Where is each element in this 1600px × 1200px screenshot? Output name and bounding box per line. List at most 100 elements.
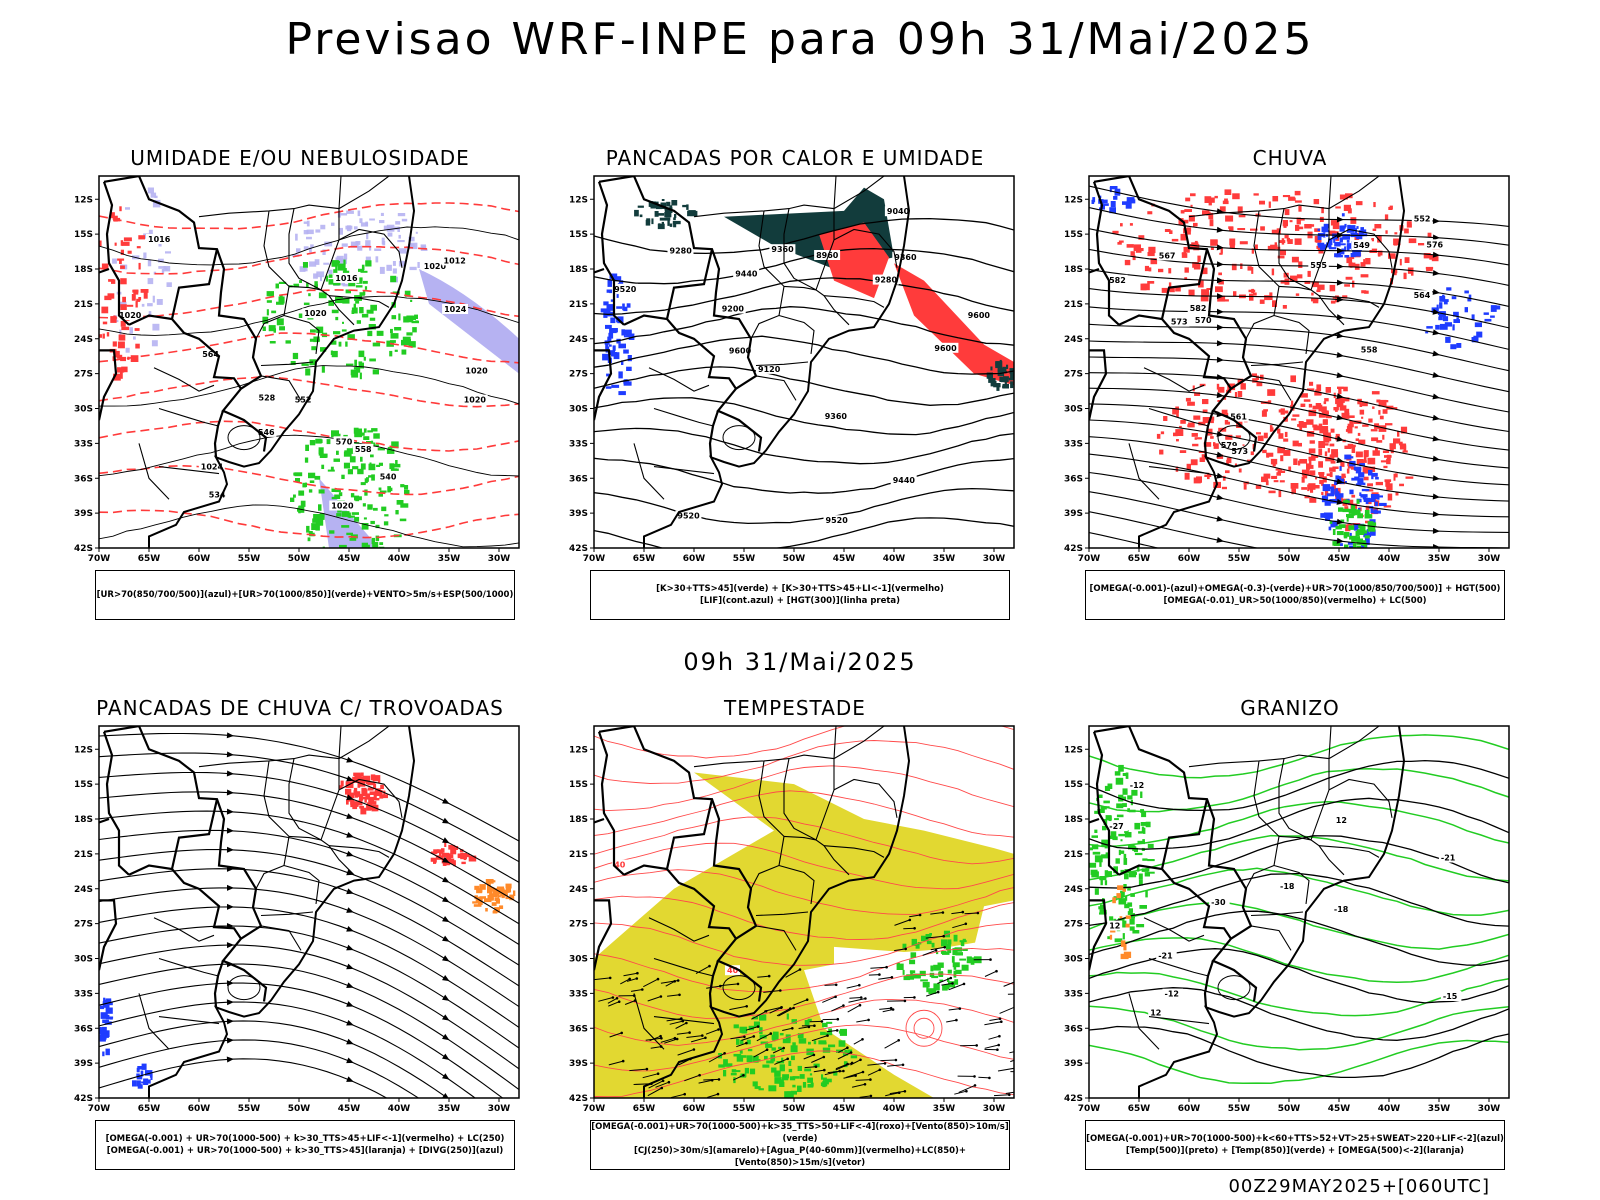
field-speckle bbox=[365, 793, 371, 800]
field-speckle bbox=[929, 972, 935, 977]
field-speckle bbox=[278, 281, 287, 284]
field-speckle bbox=[1338, 251, 1345, 255]
lat-tick-label: 27S bbox=[74, 370, 93, 380]
isoline bbox=[99, 226, 519, 266]
field-speckle bbox=[99, 334, 102, 338]
lat-tick-label: 12S bbox=[74, 745, 93, 755]
wind-vector bbox=[707, 1093, 719, 1098]
country-border bbox=[1092, 181, 1120, 326]
field-speckle bbox=[279, 326, 285, 331]
vector-head bbox=[708, 964, 711, 968]
field-speckle bbox=[406, 332, 413, 336]
state-border bbox=[653, 1016, 715, 1025]
field-speckle bbox=[156, 299, 163, 305]
lon-tick-label: 35W bbox=[1428, 554, 1451, 564]
contour-label-bg bbox=[1127, 779, 1149, 790]
field-speckle bbox=[1002, 366, 1007, 374]
field-speckle bbox=[999, 359, 1002, 365]
state-border bbox=[288, 835, 355, 876]
field-speckle bbox=[1332, 541, 1339, 546]
vector-head bbox=[859, 1058, 862, 1062]
field-speckle bbox=[326, 549, 329, 554]
field-speckle bbox=[1103, 800, 1110, 804]
wind-vector bbox=[751, 1010, 767, 1020]
field-speckle bbox=[1199, 383, 1206, 387]
field-speckle bbox=[739, 1040, 744, 1045]
map-frame bbox=[593, 175, 1015, 549]
field-speckle bbox=[346, 532, 353, 536]
field-speckle bbox=[303, 262, 308, 268]
field-speckle bbox=[1338, 387, 1342, 395]
wind-vector bbox=[598, 997, 614, 1002]
field-speckle bbox=[147, 1079, 151, 1084]
field-speckle bbox=[997, 366, 1000, 372]
field-speckle bbox=[1263, 432, 1268, 439]
field-speckle bbox=[1357, 529, 1365, 535]
field-speckle bbox=[1198, 421, 1206, 426]
field-speckle bbox=[1329, 472, 1333, 478]
field-speckle bbox=[338, 785, 343, 789]
field-speckle bbox=[1182, 219, 1189, 224]
field-speckle bbox=[331, 430, 339, 438]
field-speckle bbox=[1094, 855, 1103, 863]
lat-tick-label: 30S bbox=[569, 955, 588, 965]
field-speckle bbox=[797, 1065, 802, 1071]
field-speckle bbox=[1332, 452, 1339, 458]
field-speckle bbox=[1324, 451, 1328, 457]
vector-head bbox=[854, 1074, 857, 1077]
field-speckle bbox=[359, 292, 365, 296]
field-speckle bbox=[353, 367, 358, 370]
isoline bbox=[1089, 797, 1509, 850]
field-speckle bbox=[1219, 252, 1223, 255]
field-speckle bbox=[651, 218, 654, 225]
vector-head bbox=[1024, 993, 1025, 996]
stream-arrow bbox=[226, 751, 234, 758]
isoline bbox=[1089, 910, 1509, 966]
field-speckle bbox=[351, 307, 358, 314]
field-speckle bbox=[1140, 822, 1148, 826]
field-speckle bbox=[390, 275, 397, 283]
field-speckle bbox=[1351, 494, 1356, 498]
field-speckle bbox=[1130, 251, 1135, 256]
field-speckle bbox=[331, 222, 335, 226]
stream-arrow bbox=[226, 903, 234, 910]
field-speckle bbox=[1450, 344, 1457, 350]
field-speckle bbox=[1183, 246, 1190, 253]
unstable-area bbox=[819, 222, 889, 299]
wind-vector bbox=[922, 949, 937, 956]
field-speckle bbox=[300, 500, 306, 507]
field-speckle bbox=[359, 218, 363, 224]
stream-arrow bbox=[442, 1033, 450, 1041]
field-speckle bbox=[404, 489, 410, 494]
lon-tick-label: 70W bbox=[583, 554, 606, 564]
field-speckle bbox=[1110, 201, 1116, 208]
field-speckle bbox=[1308, 409, 1317, 417]
field-speckle bbox=[1112, 897, 1116, 904]
wind-vector bbox=[843, 1075, 856, 1079]
vector-head bbox=[620, 1031, 623, 1035]
field-speckle bbox=[315, 229, 321, 233]
field-speckle bbox=[1233, 291, 1237, 297]
field-speckle bbox=[930, 965, 934, 972]
field-speckle bbox=[1141, 826, 1145, 834]
contour-label: 1016 bbox=[335, 274, 358, 283]
field-speckle bbox=[772, 1031, 779, 1037]
isoline bbox=[99, 504, 519, 548]
field-speckle bbox=[395, 221, 401, 225]
field-speckle bbox=[360, 456, 363, 462]
field-speckle bbox=[1251, 373, 1257, 377]
field-speckle bbox=[1356, 536, 1360, 543]
field-speckle bbox=[409, 242, 418, 250]
field-speckle bbox=[1122, 788, 1128, 795]
wind-vector bbox=[655, 1081, 670, 1088]
field-speckle bbox=[606, 373, 610, 377]
lat-tick-label: 18S bbox=[74, 265, 93, 275]
field-speckle bbox=[147, 259, 152, 267]
field-speckle bbox=[357, 245, 363, 251]
field-speckle bbox=[952, 962, 960, 968]
field-speckle bbox=[1208, 201, 1212, 206]
field-speckle bbox=[948, 981, 956, 988]
field-speckle bbox=[623, 381, 632, 386]
field-speckle bbox=[1129, 926, 1135, 931]
